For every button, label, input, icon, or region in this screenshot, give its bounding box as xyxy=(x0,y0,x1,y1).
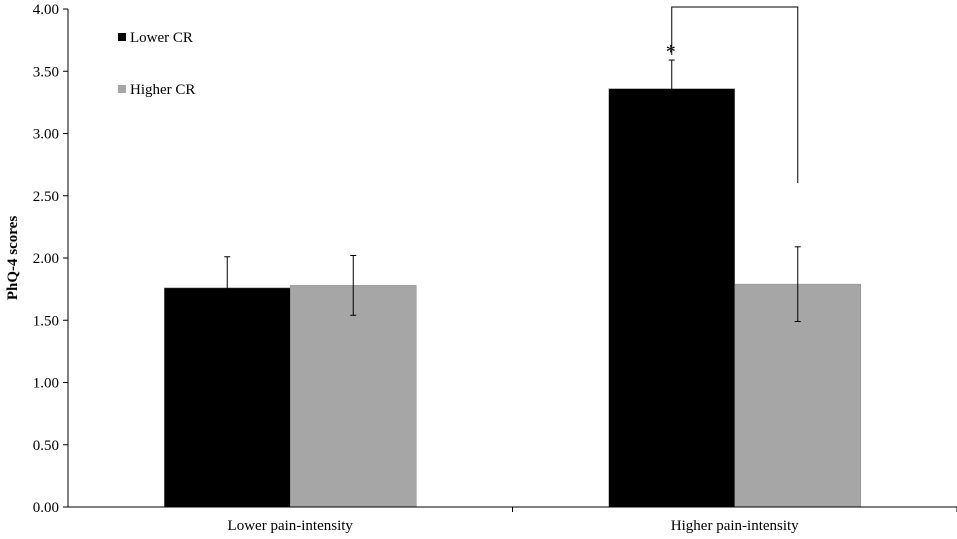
bars xyxy=(164,88,861,508)
legend-label-lower-cr: Lower CR xyxy=(130,30,193,46)
x-axis: Lower pain-intensity Higher pain-intensit… xyxy=(68,506,957,534)
significance-bracket xyxy=(671,6,799,183)
y-tick-label: 2.00 xyxy=(33,251,59,267)
x-category-label: Higher pain-intensity xyxy=(671,518,799,534)
legend-swatch-higher-cr xyxy=(118,85,126,93)
y-axis-label: PhQ-4 scores xyxy=(5,216,21,300)
x-category-label: Lower pain-intensity xyxy=(228,518,354,534)
y-tick-label: 4.00 xyxy=(33,2,59,18)
y-tick-label: 0.50 xyxy=(33,438,59,454)
bar-lower-cr-1 xyxy=(608,88,735,508)
legend-label-higher-cr: Higher CR xyxy=(130,82,195,98)
y-axis: 0.00 0.50 1.00 1.50 2.00 2.50 3.00 3.50 4.00 xyxy=(33,2,69,516)
y-tick-label: 1.50 xyxy=(33,313,59,329)
significance-annotation: * xyxy=(666,6,799,183)
legend: Lower CR Higher CR xyxy=(118,30,195,98)
y-tick-label: 3.50 xyxy=(33,64,59,80)
y-tick-label: 1.00 xyxy=(33,376,59,392)
error-bars xyxy=(224,59,801,322)
significance-marker: * xyxy=(666,41,676,63)
bar-higher-cr-0 xyxy=(290,285,417,508)
legend-swatch-lower-cr xyxy=(118,33,126,41)
bar-lower-cr-0 xyxy=(164,287,291,508)
y-tick-label: 0.00 xyxy=(33,500,59,516)
y-tick-label: 2.50 xyxy=(33,189,59,205)
y-tick-label: 3.00 xyxy=(33,127,59,143)
